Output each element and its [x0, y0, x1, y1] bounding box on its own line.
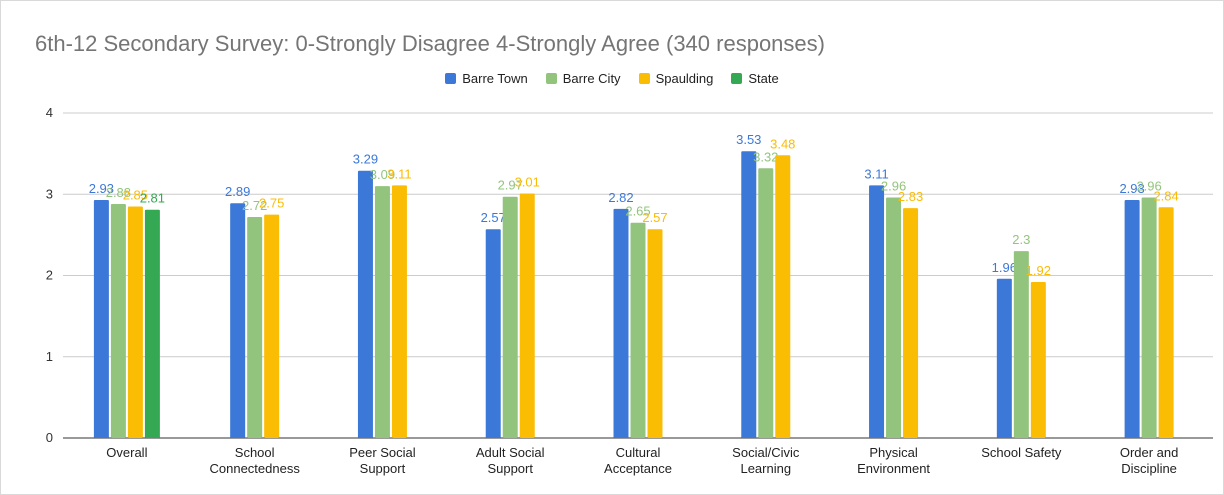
data-label: 3.29: [353, 152, 378, 167]
y-tick-label: 4: [46, 105, 53, 120]
data-label: 2.72: [242, 198, 267, 213]
legend-swatch-barre-city: [545, 73, 557, 84]
x-tick-label: Order and: [1120, 445, 1179, 460]
data-label: 3.11: [864, 166, 888, 181]
bar: [357, 170, 373, 438]
bar: [144, 209, 160, 438]
data-label: 2.3: [1012, 232, 1030, 247]
x-tick-label: Discipline: [1121, 461, 1177, 476]
y-tick-label: 3: [46, 186, 53, 201]
bar: [741, 151, 757, 438]
data-label: 3.01: [515, 174, 540, 189]
bar: [775, 155, 791, 438]
legend-swatch-barre-town: [445, 73, 457, 84]
bar: [647, 229, 663, 438]
x-tick-label: Acceptance: [604, 461, 672, 476]
data-label: 2.97: [498, 178, 523, 193]
x-tick-label: School: [235, 445, 275, 460]
x-tick-label: Learning: [740, 461, 791, 476]
legend-label-state: State: [748, 71, 779, 86]
data-label: 2.96: [881, 179, 906, 194]
legend-label-barre-city: Barre City: [562, 71, 621, 86]
x-tick-label: Peer Social: [349, 445, 416, 460]
bar: [374, 186, 390, 438]
x-tick-label: Overall: [106, 445, 147, 460]
x-tick-label: School Safety: [981, 445, 1062, 460]
x-tick-label: Support: [487, 461, 533, 476]
data-label: 2.65: [625, 204, 650, 219]
data-label: 3.11: [387, 166, 411, 181]
bar: [613, 208, 629, 438]
legend-item-spaulding: Spaulding: [638, 71, 714, 86]
data-label: 2.82: [608, 190, 633, 205]
bar: [110, 204, 126, 438]
legend-swatch-state: [731, 73, 743, 84]
data-label: 3.09: [370, 167, 395, 182]
data-label: 2.93: [1119, 181, 1144, 196]
data-label: 3.48: [770, 136, 795, 151]
bar: [1158, 207, 1174, 438]
bar: [758, 168, 774, 438]
y-tick-label: 0: [46, 430, 53, 445]
x-tick-label: Environment: [857, 461, 930, 476]
data-label: 2.75: [259, 196, 284, 211]
bar: [230, 203, 246, 438]
legend-item-barre-town: Barre Town: [445, 71, 528, 86]
legend-swatch-spaulding: [638, 73, 650, 84]
bar: [886, 197, 902, 438]
data-label: 3.53: [736, 132, 761, 147]
bar: [903, 208, 919, 438]
data-label: 1.96: [992, 260, 1017, 275]
data-label: 2.83: [898, 189, 923, 204]
bar: [519, 193, 535, 438]
x-tick-label: Physical: [869, 445, 918, 460]
data-label: 2.57: [642, 210, 667, 225]
bar: [264, 214, 280, 438]
legend-label-barre-town: Barre Town: [462, 71, 528, 86]
bar: [93, 199, 109, 438]
chart-title: 6th-12 Secondary Survey: 0-Strongly Disa…: [35, 31, 825, 56]
bar: [869, 185, 885, 438]
data-label: 2.88: [106, 185, 131, 200]
data-label: 2.84: [1153, 188, 1178, 203]
data-label: 2.89: [225, 184, 250, 199]
bar: [996, 278, 1012, 438]
data-label: 2.96: [1136, 179, 1161, 194]
data-label: 2.93: [89, 181, 114, 196]
legend-item-state: State: [731, 71, 779, 86]
legend: Barre Town Barre City Spaulding State: [1, 71, 1223, 86]
bar: [1013, 251, 1029, 438]
bar: [502, 196, 518, 438]
bar: [1141, 197, 1157, 438]
data-label: 2.85: [123, 187, 148, 202]
legend-label-spaulding: Spaulding: [655, 71, 714, 86]
y-tick-label: 1: [46, 349, 53, 364]
x-tick-label: Adult Social: [476, 445, 545, 460]
x-tick-label: Social/Civic: [732, 445, 800, 460]
bar: [391, 185, 407, 438]
data-label: 3.32: [753, 149, 778, 164]
data-label: 1.92: [1026, 263, 1051, 278]
bar: [1030, 282, 1046, 438]
bar: [630, 222, 646, 438]
bar: [1124, 199, 1140, 438]
legend-item-barre-city: Barre City: [545, 71, 621, 86]
bar: [485, 229, 501, 438]
x-tick-label: Support: [360, 461, 406, 476]
y-tick-label: 2: [46, 268, 53, 283]
data-label: 2.81: [140, 191, 165, 206]
x-tick-label: Cultural: [616, 445, 661, 460]
data-label: 2.57: [481, 210, 506, 225]
x-tick-label: Connectedness: [209, 461, 300, 476]
bar: [247, 217, 263, 438]
bar: [127, 206, 143, 438]
